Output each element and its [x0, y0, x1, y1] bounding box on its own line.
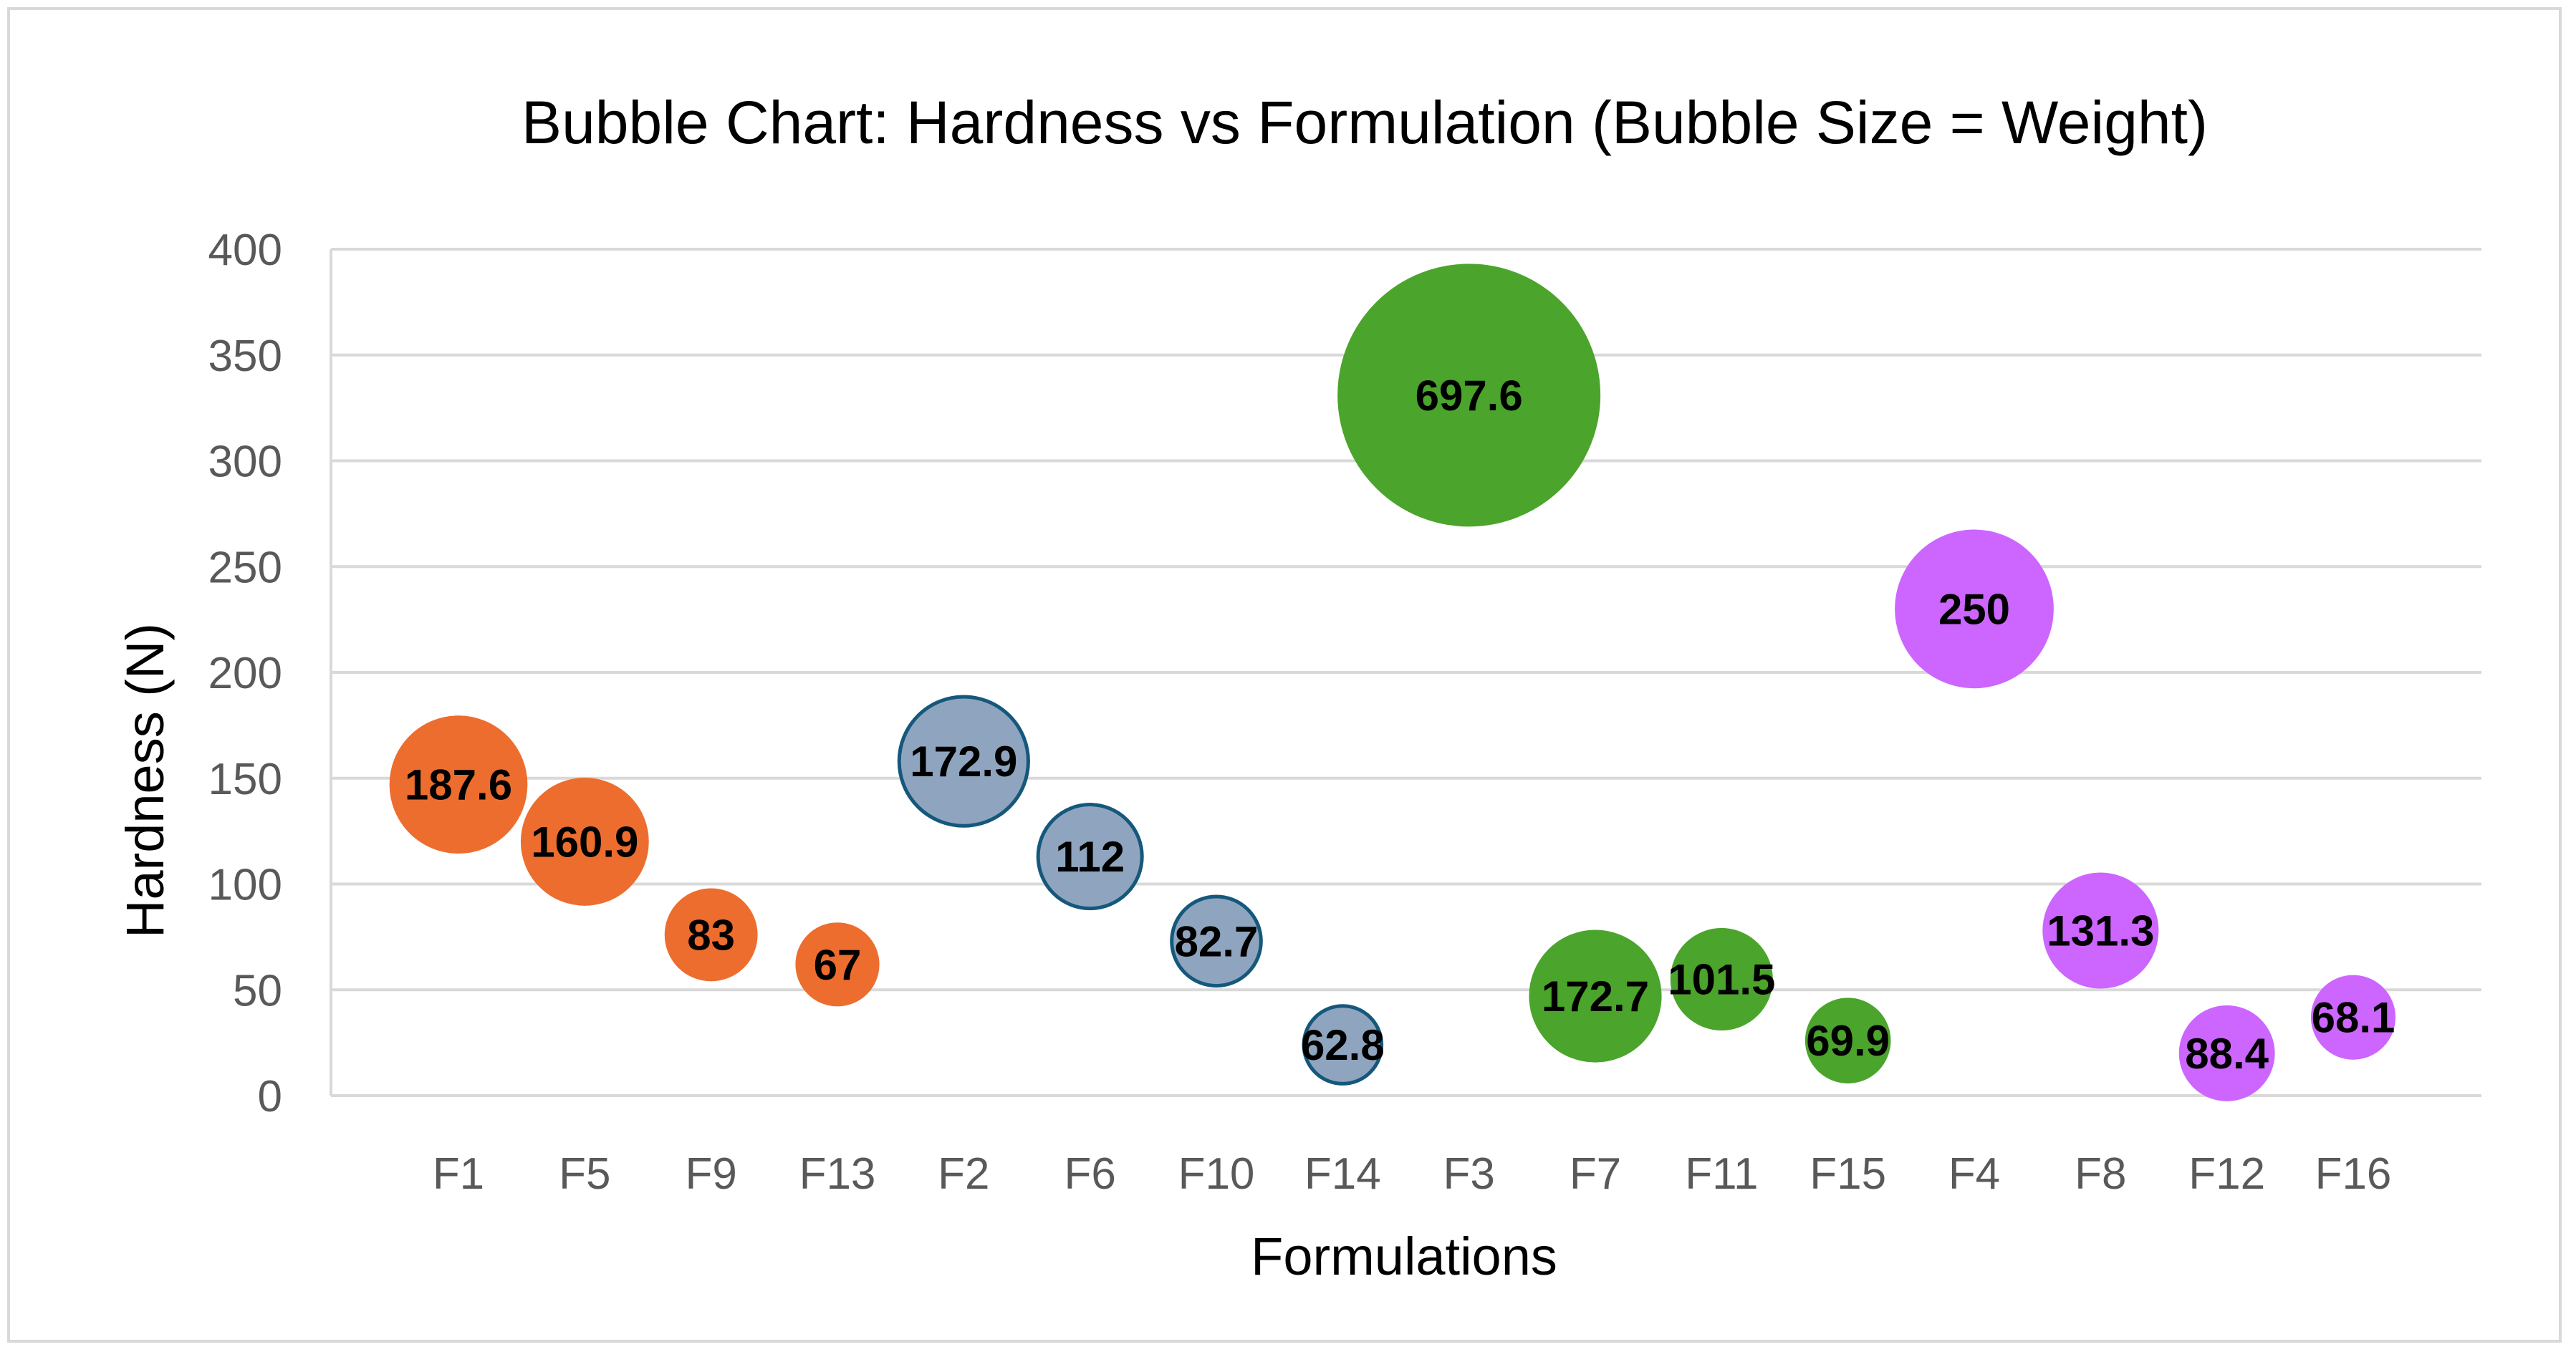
gridlines [330, 248, 2481, 1097]
chart-frame [7, 7, 2562, 1343]
y-tick-label: 250 [208, 543, 282, 592]
bubble-F10 [1170, 894, 1263, 988]
bubble-label-F2: 172.9 [910, 738, 1017, 786]
bubble-F8 [2042, 872, 2159, 989]
x-tick-label-F9: F9 [685, 1149, 736, 1199]
x-tick-label-F7: F7 [1570, 1149, 1621, 1199]
bubble-F7 [1529, 929, 1662, 1063]
x-tick-label-F4: F4 [1948, 1149, 2000, 1199]
bubble-F13 [795, 922, 880, 1007]
x-tick-label-F10: F10 [1178, 1149, 1255, 1199]
bubble-label-F1: 187.6 [405, 761, 512, 809]
y-tick-label: 100 [208, 861, 282, 910]
bubble-label-F14: 62.8 [1301, 1021, 1385, 1069]
x-axis-title: Formulations [1251, 1227, 1557, 1286]
bubble-F3 [1337, 264, 1601, 527]
y-tick-label: 150 [208, 755, 282, 804]
bubble-F14 [1302, 1004, 1384, 1086]
y-tick-label: 350 [208, 332, 282, 381]
bubble-F16 [2310, 975, 2396, 1060]
bubble-label-F3: 697.6 [1416, 372, 1523, 420]
bubble-label-F7: 172.7 [1542, 972, 1649, 1020]
x-tick-label-F15: F15 [1810, 1149, 1886, 1199]
x-tick-label-F5: F5 [559, 1149, 610, 1199]
bubble-F15 [1804, 998, 1891, 1083]
y-tick-label: 200 [208, 649, 282, 698]
bubble-label-F8: 131.3 [2047, 907, 2154, 955]
bubble-F9 [664, 888, 758, 982]
x-tick-label-F8: F8 [2075, 1149, 2126, 1199]
bubble-F5 [520, 777, 649, 906]
bubble-F1 [389, 715, 528, 854]
y-axis-ticks: 0 50 100 150 200 250 300 350 400 [208, 226, 282, 1121]
y-axis-title: Hardness (N) [115, 623, 175, 938]
x-tick-label-F6: F6 [1064, 1149, 1115, 1199]
bubble-F12 [2178, 1005, 2275, 1101]
x-tick-label-F12: F12 [2188, 1149, 2265, 1199]
bubble-label-F15: 69.9 [1806, 1017, 1890, 1065]
bubble-label-F9: 83 [687, 911, 735, 959]
x-tick-label-F1: F1 [433, 1149, 484, 1199]
bubble-label-F6: 112 [1055, 833, 1125, 881]
bubble-label-F4: 250 [1938, 585, 2010, 633]
bubble-F2 [897, 695, 1030, 828]
y-tick-label: 300 [208, 438, 282, 487]
bubble-F11 [1670, 927, 1773, 1031]
bubble-label-F16: 68.1 [2312, 994, 2395, 1042]
y-tick-label: 400 [208, 226, 282, 275]
bubble-F6 [1036, 803, 1144, 911]
bubble-label-F11: 101.5 [1668, 955, 1775, 1003]
bubble-label-F13: 67 [814, 941, 862, 989]
x-axis-ticks: F1 F5 F9 F13 F2 F6 F10 F14 F3 F7 F11 F15 F4 F8 F12 F16 [433, 1149, 2392, 1199]
bubble-label-F12: 88.4 [2185, 1030, 2269, 1078]
bubble-label-F5: 160.9 [531, 818, 638, 866]
x-tick-label-F3: F3 [1443, 1149, 1494, 1199]
bubble-label-F10: 82.7 [1175, 917, 1259, 965]
y-tick-label: 0 [258, 1072, 282, 1121]
bubbles: 187.6 160.9 83 67 172.9 112 82.7 62.8 697.6 172.7… [389, 264, 2396, 1101]
x-tick-label-F16: F16 [2315, 1149, 2392, 1199]
x-tick-label-F11: F11 [1685, 1149, 1758, 1199]
x-tick-label-F14: F14 [1304, 1149, 1381, 1199]
y-tick-label: 50 [233, 966, 282, 1015]
chart-title: Bubble Chart: Hardness vs Formulation (B… [522, 89, 2208, 156]
x-tick-label-F13: F13 [799, 1149, 876, 1199]
x-tick-label-F2: F2 [938, 1149, 989, 1199]
bubble-F4 [1895, 529, 2054, 689]
